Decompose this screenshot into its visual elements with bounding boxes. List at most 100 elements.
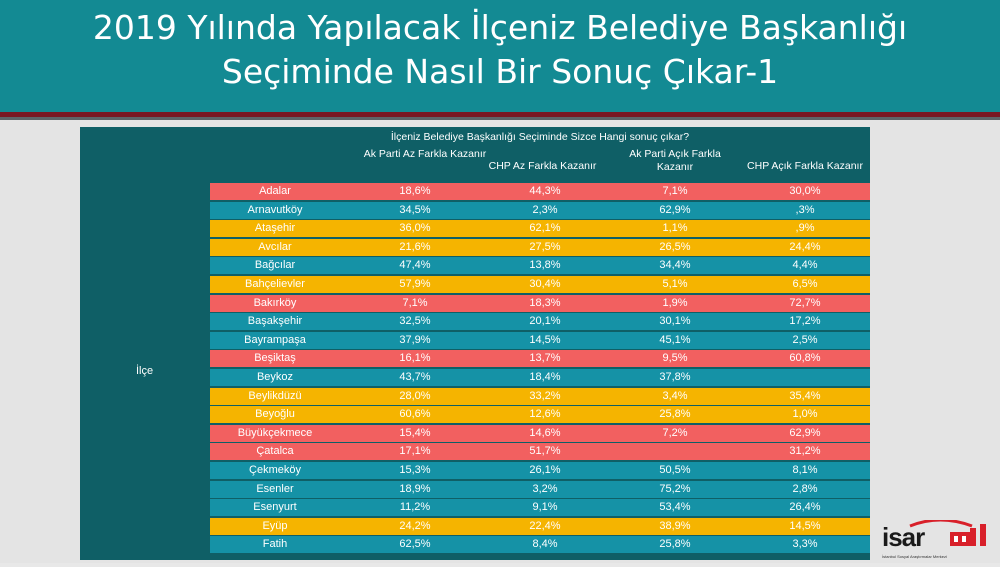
table-row: Büyükçekmece 15,4% 14,6% 7,2% 62,9% [210, 424, 870, 442]
value-cell: ,3% [795, 203, 815, 216]
value-cell: 36,0% [399, 222, 431, 235]
table-row: Beylikdüzü 28,0% 33,2% 3,4% 35,4% [210, 387, 870, 405]
table-row: Eyüp 24,2% 22,4% 38,9% 14,5% [210, 517, 870, 535]
value-cell: 32,5% [399, 315, 431, 328]
page-title: 2019 Yılında Yapılacak İlçeniz Belediye … [0, 6, 1000, 94]
table-row: Beykoz 43,7% 18,4% 37,8% [210, 369, 870, 386]
district-name: Adalar [259, 185, 291, 197]
value-cell: 62,1% [529, 222, 561, 235]
value-cell: 14,5% [529, 333, 561, 346]
value-cell: 3,3% [792, 538, 818, 551]
value-cell: 60,8% [789, 352, 821, 365]
value-cell: 6,5% [792, 278, 818, 290]
value-cell: 30,1% [659, 315, 691, 328]
table-row: Ataşehir 36,0% 62,1% 1,1% ,9% [210, 220, 870, 238]
district-name: Bahçelievler [245, 278, 305, 290]
title-line-1: 2019 Yılında Yapılacak İlçeniz Belediye … [92, 8, 908, 47]
value-cell: 17,2% [789, 315, 821, 328]
table-row: Bayrampaşa 37,9% 14,5% 45,1% 2,5% [210, 331, 870, 349]
value-cell: 34,5% [399, 203, 431, 216]
value-cell [615, 443, 735, 460]
table-row: Esenler 18,9% 3,2% 75,2% 2,8% [210, 480, 870, 498]
value-cell: 47,4% [399, 259, 431, 272]
isar-logo: isar İstanbul Sosyal Araştırmalar Merkez… [880, 518, 990, 562]
district-name: Bağcılar [254, 259, 296, 272]
value-cell [745, 369, 865, 386]
row-header-label: İlçe [136, 365, 154, 377]
table-row: Esenyurt 11,2% 9,1% 53,4% 26,4% [210, 499, 870, 517]
value-cell: 22,4% [529, 519, 561, 532]
value-cell: 26,5% [659, 240, 691, 253]
value-cell: 20,1% [529, 315, 561, 328]
value-cell: 1,9% [662, 296, 688, 309]
value-cell: 30,0% [789, 185, 821, 197]
table-row: Beşiktaş 16,1% 13,7% 9,5% 60,8% [210, 350, 870, 368]
value-cell: 43,7% [399, 371, 431, 383]
value-cell: 16,1% [399, 352, 431, 365]
value-cell: 30,4% [529, 278, 561, 290]
value-cell: 62,9% [659, 203, 691, 216]
district-name: Esenler [256, 482, 294, 495]
value-cell: 3,4% [662, 389, 688, 402]
value-cell: 7,1% [662, 185, 688, 197]
value-cell: 60,6% [399, 408, 431, 421]
table-row: Adalar 18,6% 44,3% 7,1% 30,0% [210, 183, 870, 200]
district-name: Ataşehir [254, 222, 296, 235]
divider-gray [0, 117, 1000, 120]
value-cell: 1,0% [792, 408, 818, 421]
value-cell: 4,4% [792, 259, 818, 272]
value-cell: 57,9% [399, 278, 431, 290]
value-cell: 15,3% [399, 464, 431, 476]
value-cell: 38,9% [659, 519, 691, 532]
value-cell: 27,5% [529, 240, 561, 253]
value-cell: 62,5% [399, 538, 431, 551]
value-cell: 8,1% [792, 464, 818, 476]
district-name: Beyoğlu [255, 408, 295, 421]
value-cell: 18,9% [399, 482, 431, 495]
value-cell: 25,8% [659, 408, 691, 421]
value-cell: 12,6% [529, 408, 561, 421]
value-cell: 25,8% [659, 538, 691, 551]
value-cell: 44,3% [529, 185, 561, 197]
district-name: Çatalca [256, 445, 294, 458]
value-cell: 2,5% [792, 333, 818, 346]
district-name: Bayrampaşa [244, 333, 306, 346]
district-name: Beşiktaş [254, 352, 296, 365]
value-cell: 26,4% [789, 501, 821, 514]
table-row: Arnavutköy 34,5% 2,3% 62,9% ,3% [210, 201, 870, 219]
value-cell: 18,3% [529, 296, 561, 309]
table-row: Çatalca 17,1% 51,7% 31,2% [210, 443, 870, 461]
district-name: Avcılar [258, 240, 292, 253]
value-cell: 26,1% [529, 464, 561, 476]
value-cell: 5,1% [662, 278, 688, 290]
value-cell: 50,5% [659, 464, 691, 476]
value-cell: 51,7% [529, 445, 561, 458]
district-name: Esenyurt [253, 501, 297, 514]
title-line-2: Seçiminde Nasıl Bir Sonuç Çıkar-1 [221, 52, 779, 91]
divider-red [0, 112, 1000, 117]
value-cell: 13,8% [529, 259, 561, 272]
value-cell: 15,4% [399, 426, 431, 439]
value-cell: 33,2% [529, 389, 561, 402]
table-row: Bağcılar 47,4% 13,8% 34,4% 4,4% [210, 257, 870, 275]
district-name: Beylikdüzü [248, 389, 302, 402]
value-cell: 14,6% [529, 426, 561, 439]
value-cell: 72,7% [789, 296, 821, 309]
value-cell: 9,5% [662, 352, 688, 365]
logo-text: isar [882, 522, 925, 552]
table-row: Avcılar 21,6% 27,5% 26,5% 24,4% [210, 238, 870, 256]
table-row: Fatih 62,5% 8,4% 25,8% 3,3% [210, 536, 870, 554]
table-row: Başakşehir 32,5% 20,1% 30,1% 17,2% [210, 313, 870, 331]
district-name: Büyükçekmece [237, 426, 313, 439]
value-cell: 21,6% [399, 240, 431, 253]
value-cell: 24,2% [399, 519, 431, 532]
value-cell: 7,1% [402, 296, 428, 309]
row-header-column [80, 127, 210, 560]
value-cell: 1,1% [662, 222, 688, 235]
district-name: Fatih [262, 538, 288, 551]
value-cell: 2,3% [532, 203, 558, 216]
value-cell: 8,4% [532, 538, 558, 551]
value-cell: 35,4% [789, 389, 821, 402]
value-cell: 37,9% [399, 333, 431, 346]
value-cell: 14,5% [789, 519, 821, 532]
